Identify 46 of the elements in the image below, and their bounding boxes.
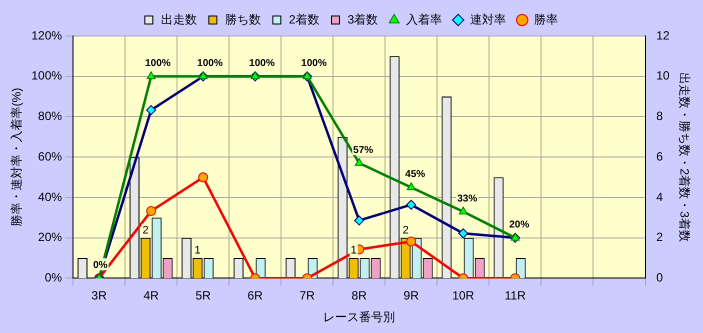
data-label: 100% — [145, 58, 171, 70]
y2-tick-label: 10 — [656, 68, 670, 83]
y-tick-label: 60% — [38, 149, 62, 164]
legend-label: 連対率 — [470, 12, 506, 26]
data-label: 0% — [93, 260, 108, 271]
x-tick-label: 10R — [452, 288, 475, 303]
data-label: 100% — [249, 58, 275, 70]
y-tick-label: 0% — [44, 270, 62, 285]
y2-tick-label: 8 — [656, 109, 664, 124]
x-tick-label: 6R — [247, 288, 264, 303]
y2-tick-label: 2 — [656, 230, 664, 244]
legend-label: 2着数 — [288, 12, 320, 26]
y-axis-title: 勝率・連対率・入着率(%) — [10, 88, 24, 226]
y-tick-label: 100% — [31, 68, 62, 83]
x-tick-label: 5R — [195, 288, 212, 303]
x-tick-label: 8R — [352, 288, 368, 303]
x-tick-label: 4R — [143, 288, 160, 303]
x-tick-label: 3R — [91, 288, 108, 303]
data-label: 1 — [194, 244, 201, 257]
y2-axis-title: 出走数・勝ち数・2着数・3着数 — [677, 72, 692, 242]
x-tick-label: 9R — [404, 288, 420, 303]
y2-tick-label: 6 — [656, 149, 664, 164]
legend-label: 出走数 — [160, 12, 197, 26]
data-label: 100% — [301, 58, 327, 70]
data-label: 2 — [142, 224, 149, 236]
legend-label: 入着率 — [406, 12, 442, 26]
data-label: 2 — [402, 224, 409, 236]
legend-label: 勝ち数 — [224, 12, 261, 26]
data-label: 1 — [350, 244, 357, 257]
data-label: 100% — [197, 58, 223, 70]
data-label: 57% — [353, 144, 374, 156]
y-tick-label: 40% — [38, 190, 62, 204]
y2-tick-label: 12 — [656, 28, 670, 42]
x-tick-label: 7R — [299, 288, 316, 303]
y-tick-label: 80% — [38, 109, 62, 124]
legend-label: 勝率 — [534, 12, 558, 26]
y2-tick-label: 4 — [656, 190, 664, 204]
y-tick-label: 120% — [31, 28, 62, 42]
y-tick-label: 20% — [38, 230, 62, 244]
x-tick-label: 11R — [504, 288, 526, 303]
y2-tick-label: 0 — [656, 270, 664, 285]
legend-label: 3着数 — [348, 12, 378, 26]
data-label: 33% — [457, 193, 478, 204]
data-label: 45% — [405, 169, 426, 180]
x-axis-title: レース番号別 — [323, 310, 396, 324]
data-label: 20% — [509, 220, 530, 231]
